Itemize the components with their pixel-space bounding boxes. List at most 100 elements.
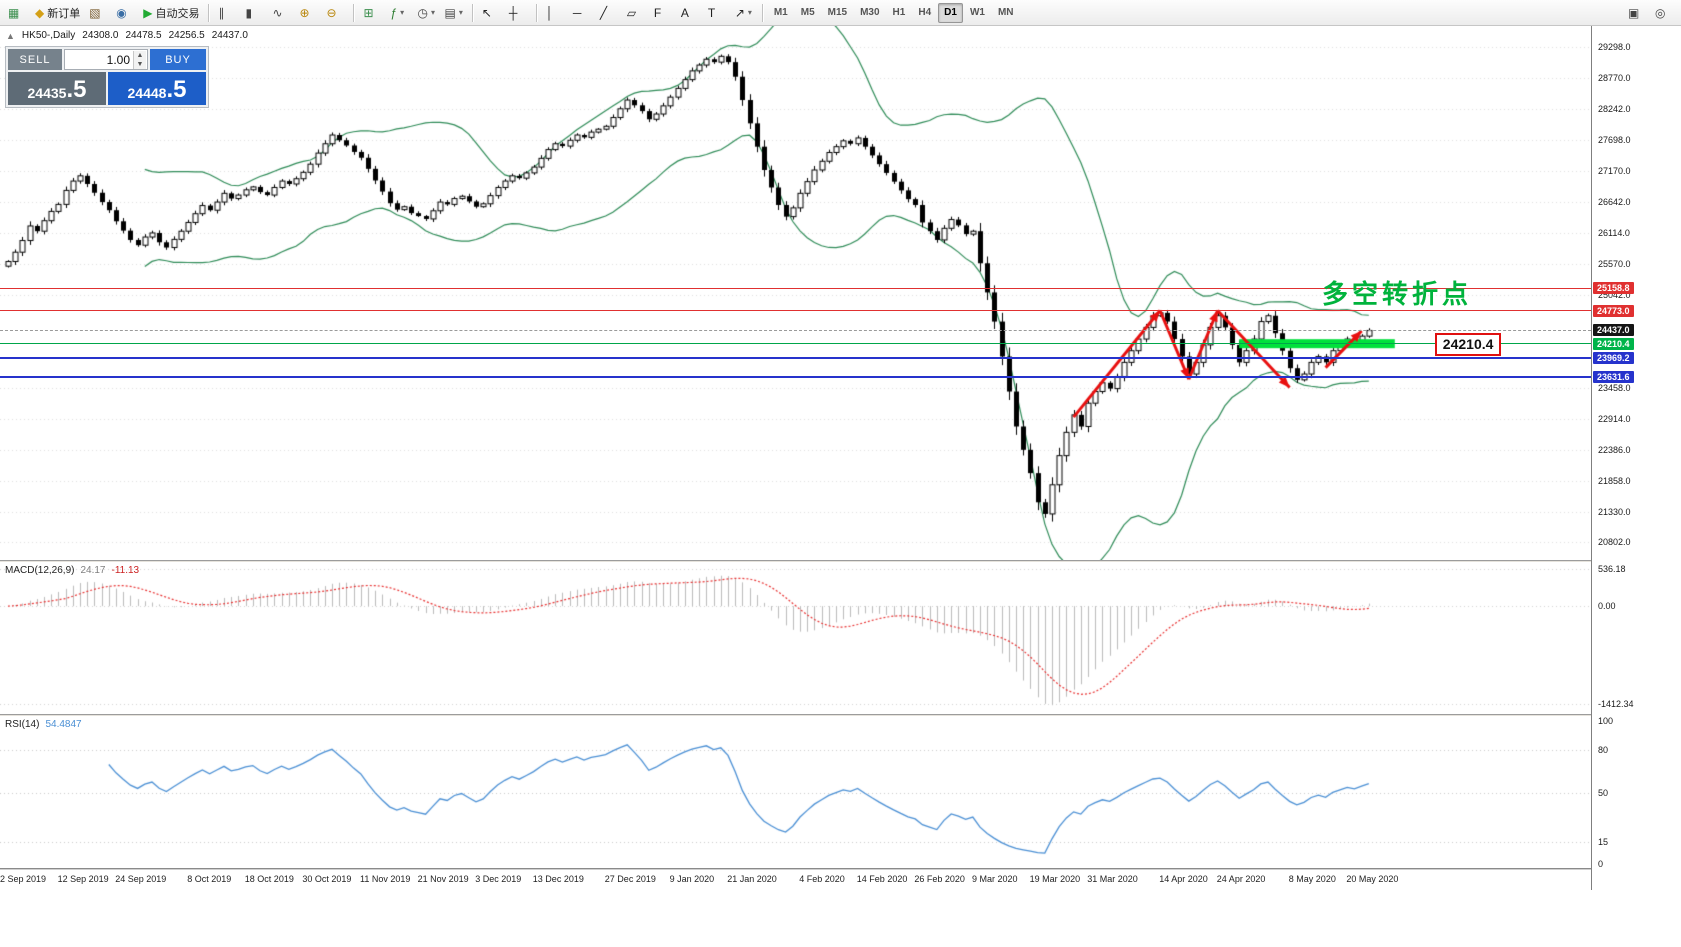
toolbar-fibonacci-button[interactable]: F: [650, 2, 676, 24]
sell-price[interactable]: 24435.5: [8, 72, 106, 105]
rsi-header: RSI(14) 54.4847: [5, 719, 82, 730]
timeframe-button-H4[interactable]: H4: [918, 7, 932, 18]
timeframe-button-D1[interactable]: D1: [938, 2, 963, 23]
time-label: 4 Feb 2020: [799, 874, 845, 884]
channel-icon: ▱: [626, 5, 637, 20]
price-tick: 26114.0: [1598, 227, 1630, 238]
rsi-value: 54.4847: [45, 719, 82, 730]
price-tag-annotation[interactable]: 24210.4: [1434, 332, 1502, 356]
main-chart-panel: ▲ HK50-,Daily 24308.0 24478.5 24256.5 24…: [0, 26, 1591, 560]
ohlc-high: 24478.5: [125, 30, 162, 41]
cursor-icon: ↖: [481, 5, 492, 20]
toolbar-separator: [353, 3, 355, 22]
price-label-25158.8: 25158.8: [1593, 282, 1634, 295]
price-label-23631.6: 23631.6: [1593, 371, 1634, 384]
volume-up-button[interactable]: ▲: [134, 50, 146, 60]
price-label-24210.4: 24210.4: [1593, 337, 1634, 350]
toolbar-chart-line-button[interactable]: ∿: [268, 2, 294, 24]
toolbar-periods-button[interactable]: ◷ ▾: [413, 2, 439, 24]
time-label: 26 Feb 2020: [914, 874, 965, 884]
toolbar-templates-button[interactable]: ▤ ▾: [440, 2, 466, 24]
ohlc-low: 24256.5: [168, 30, 205, 41]
toolbar-zoom-out-button[interactable]: ⊖: [322, 2, 348, 24]
toolbar-cursor-button[interactable]: ↖: [478, 2, 504, 24]
time-axis[interactable]: 2 Sep 2019 12 Sep 2019 24 Sep 2019 8 Oct 20…: [0, 870, 1591, 890]
time-label: 27 Dec 2019: [604, 874, 656, 884]
toolbar-autotrading-button[interactable]: ▶ 自动交易: [139, 2, 203, 24]
chart-line-icon: ∿: [272, 5, 283, 20]
toolbar-tile-windows-button[interactable]: ⊞: [359, 2, 385, 24]
crosshair-icon: ┼: [508, 5, 518, 20]
macd-header: MACD(12,26,9) 24.17 -11.13: [5, 565, 139, 576]
macd-signal-value: -11.13: [111, 565, 140, 576]
volume-down-button[interactable]: ▼: [134, 59, 146, 69]
buy-price-main: 24448: [127, 85, 167, 101]
price-chart-canvas[interactable]: [0, 26, 1591, 560]
toolbar-horizontal-line-button[interactable]: ─: [569, 2, 595, 24]
toolbar-new-chart-button[interactable]: ▦: [4, 2, 30, 24]
buy-price[interactable]: 24448.5: [108, 72, 206, 105]
price-tick: 23458.0: [1598, 382, 1631, 393]
sell-button[interactable]: SELL: [8, 49, 62, 70]
toolbar-separator: [208, 3, 210, 22]
macd-canvas[interactable]: [0, 563, 1591, 714]
toolbar-vertical-line-button[interactable]: │: [542, 2, 568, 24]
fibonacci-icon: F: [653, 5, 662, 20]
text-icon: A: [680, 5, 689, 20]
chevron-down-icon: ▾: [747, 8, 752, 17]
sell-price-frac: .5: [66, 76, 87, 103]
toolbar-label-button[interactable]: T: [704, 2, 730, 24]
panel-splitter[interactable]: [0, 560, 1681, 563]
toolbar-text-button[interactable]: A: [677, 2, 703, 24]
label-icon: T: [707, 5, 716, 20]
toolbar-chart-candles-button[interactable]: ▮: [241, 2, 267, 24]
ohlc-close: 24437.0: [211, 30, 248, 41]
price-tick: 21858.0: [1598, 475, 1631, 486]
trendline-icon: ╱: [599, 5, 608, 20]
timeframe-button-MN[interactable]: MN: [997, 7, 1014, 18]
rsi-scale-label: 80: [1598, 744, 1609, 755]
toolbar-new-order-button[interactable]: ◆ 新订单: [31, 2, 84, 24]
timeframe-button-M5[interactable]: M5: [800, 7, 815, 18]
time-label: 9 Mar 2020: [972, 874, 1018, 884]
rsi-scale-label: 50: [1598, 787, 1609, 798]
time-label: 30 Oct 2019: [302, 874, 352, 884]
turning-point-annotation[interactable]: 多空转折点: [1322, 280, 1473, 310]
time-label: 18 Oct 2019: [244, 874, 294, 884]
timeframe-button-W1[interactable]: W1: [969, 7, 985, 18]
toolbar-search-button[interactable]: ◎: [1651, 2, 1677, 24]
toolbar-trendline-button[interactable]: ╱: [596, 2, 622, 24]
timeframe-button-M30[interactable]: M30: [860, 7, 880, 18]
time-label: 21 Jan 2020: [727, 874, 777, 884]
toolbar-chart-window-button[interactable]: ▣: [1624, 2, 1650, 24]
rsi-canvas[interactable]: [0, 717, 1591, 868]
timeframe-button-H1[interactable]: H1: [892, 7, 906, 18]
toolbar-separator: [761, 3, 763, 22]
volume-value[interactable]: 1.00: [106, 52, 130, 67]
time-label: 13 Dec 2019: [532, 874, 584, 884]
chart-icon: ▲: [6, 30, 15, 41]
toolbar-market-watch-button[interactable]: ◉: [112, 2, 138, 24]
panel-splitter[interactable]: [0, 868, 1681, 870]
autotrading-icon: ▶: [143, 5, 153, 20]
toolbar-chart-bars-button[interactable]: ∥: [214, 2, 240, 24]
buy-button[interactable]: BUY: [150, 49, 206, 70]
new-chart-icon: ▦: [8, 5, 20, 20]
panel-splitter[interactable]: [0, 714, 1681, 717]
price-tick: 20802.0: [1598, 537, 1631, 548]
toolbar-chart-profiles-button[interactable]: ▧: [85, 2, 111, 24]
price-tick: 28242.0: [1598, 103, 1631, 114]
timeframe-button-M1[interactable]: M1: [773, 7, 788, 18]
toolbar-crosshair-button[interactable]: ┼: [505, 2, 531, 24]
time-label: 11 Nov 2019: [360, 874, 411, 884]
price-axis[interactable]: 29298.0 28770.0 28242.0 27698.0 27170.0 26642…: [1591, 26, 1681, 890]
toolbar-indicators-button[interactable]: ƒ ▾: [386, 2, 412, 24]
volume-field[interactable]: 1.00 ▲ ▼: [64, 49, 148, 70]
templates-icon: ▤: [444, 5, 456, 20]
toolbar-channel-button[interactable]: ▱: [623, 2, 649, 24]
timeframe-button-M15[interactable]: M15: [827, 7, 848, 18]
toolbar-arrows-button[interactable]: ↗ ▾: [731, 2, 757, 24]
toolbar-zoom-in-button[interactable]: ⊕: [295, 2, 321, 24]
toolbar-separator: [471, 3, 473, 22]
